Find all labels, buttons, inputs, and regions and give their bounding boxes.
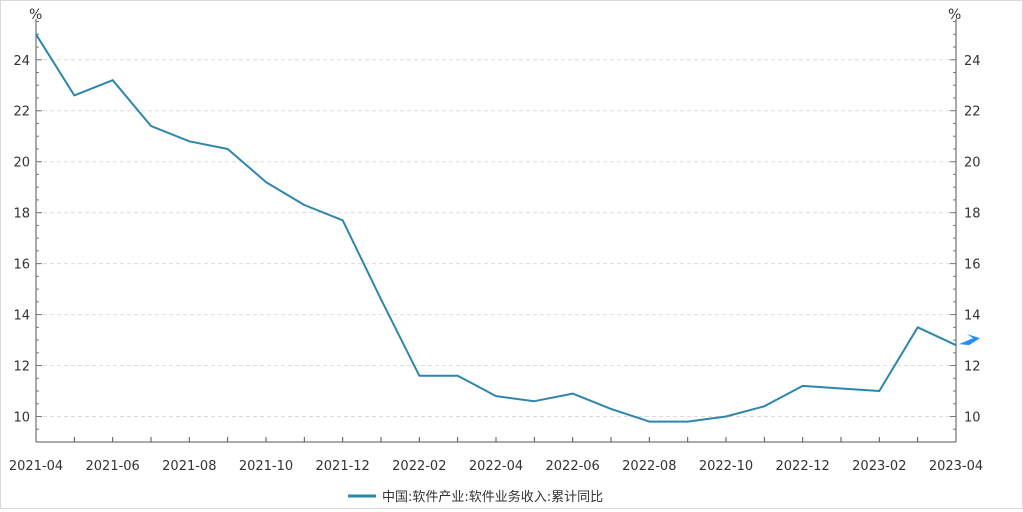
data-point [418,374,421,377]
right-y-unit-label: % [948,7,961,23]
data-point [916,326,919,329]
data-point [150,125,152,127]
right-y-tick-label: 20 [964,156,981,171]
gridlines [36,59,956,418]
x-tick-label: 2022-08 [622,459,676,474]
right-y-ticks: 10 12 14 16 18 20 22 24 [950,21,981,430]
left-y-tick-label: 20 [13,156,30,171]
x-tick-label: 2021-08 [162,459,216,474]
series-layer [35,33,980,423]
x-tick-label: 2022-06 [546,459,600,474]
last-value-marker-icon [959,334,980,346]
data-point [73,94,76,97]
data-point [456,374,459,377]
data-point [648,420,651,423]
x-tick-label: 2023-02 [852,459,906,474]
right-y-tick-label: 14 [964,309,981,324]
left-y-tick-label: 22 [13,105,30,120]
right-y-tick-label: 18 [964,207,981,222]
x-ticks: 2021-04 2021-06 2021-08 2021-10 2021-12 2022-… [9,437,983,474]
data-point [111,79,114,81]
data-point [763,405,766,408]
data-point [801,385,804,387]
right-y-tick-label: 22 [964,105,981,120]
series-line [35,33,957,423]
data-point [840,387,842,390]
left-y-tick-label: 18 [13,207,30,222]
left-y-tick-label: 14 [13,309,30,324]
data-point [610,408,612,410]
legend-label: 中国:软件产业:软件业务收入:累计同比 [382,489,603,505]
data-point [495,395,497,397]
x-tick-label: 2022-02 [392,459,446,474]
x-tick-label: 2021-04 [9,459,63,474]
data-point [188,140,191,143]
right-y-tick-label: 10 [964,411,981,426]
x-tick-label: 2021-12 [316,459,370,474]
data-point [571,392,574,395]
data-point [725,415,727,418]
left-y-tick-label: 12 [13,360,30,375]
data-point [303,204,306,206]
x-tick-label: 2022-10 [699,459,753,474]
left-y-tick-label: 24 [13,54,30,69]
data-point [380,298,382,301]
left-y-tick-label: 16 [13,258,30,273]
data-point [686,420,689,423]
right-y-tick-label: 16 [964,258,981,273]
x-tick-label: 2022-04 [469,459,523,474]
right-y-tick-label: 24 [964,54,981,69]
left-y-unit-label: % [29,7,42,23]
right-y-tick-label: 12 [964,360,981,375]
data-point [955,344,957,346]
x-tick-label: 2023-04 [929,459,983,474]
x-tick-label: 2022-12 [776,459,830,474]
x-tick-label: 2021-10 [239,459,293,474]
left-y-tick-label: 10 [13,411,30,426]
axes [35,19,957,443]
left-y-ticks: 10 12 14 16 18 20 22 24 [13,21,42,430]
data-point [265,181,267,183]
data-point [878,390,881,392]
data-point [341,219,344,222]
legend: 中国:软件产业:软件业务收入:累计同比 [348,489,603,505]
data-point [35,33,37,36]
x-tick-label: 2021-06 [86,459,140,474]
data-point [533,400,536,403]
data-point [226,148,229,150]
